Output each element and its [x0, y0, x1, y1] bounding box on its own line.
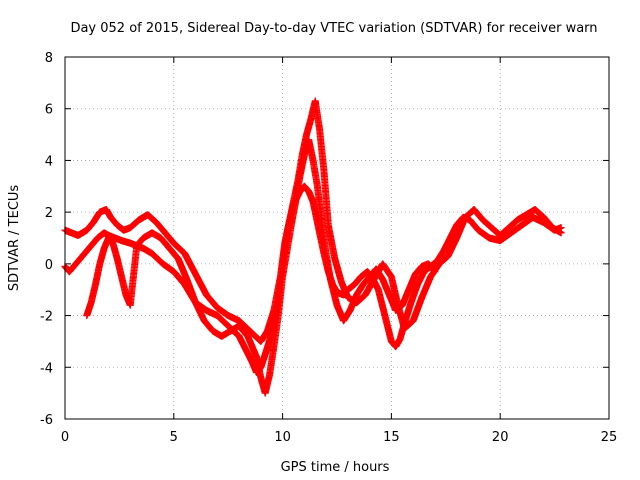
y-tick-label: -2 [40, 310, 53, 325]
data-point [557, 229, 565, 237]
tick-labels: 0 5 10 15 20 25 -6 -4 -2 0 2 4 6 8 [40, 51, 617, 445]
plot-frame [64, 56, 610, 420]
y-axis-label: SDTVAR / TECUs [7, 185, 22, 292]
x-tick-label: 20 [492, 430, 509, 445]
chart-title: Day 052 of 2015, Sidereal Day-to-day VTE… [70, 21, 597, 36]
data-points [61, 97, 565, 397]
x-axis-label: GPS time / hours [281, 460, 390, 475]
y-tick-label: 4 [45, 154, 53, 169]
x-tick-label: 15 [383, 430, 400, 445]
x-tick-label: 25 [601, 430, 618, 445]
y-tick-label: -6 [40, 413, 53, 428]
x-tick-label: 5 [170, 430, 178, 445]
data-point [431, 268, 439, 276]
y-tick-label: 6 [45, 103, 53, 118]
y-tick-label: -4 [40, 361, 53, 376]
y-tick-label: 0 [45, 258, 53, 273]
x-tick-label: 0 [61, 430, 69, 445]
y-tick-label: 8 [45, 51, 53, 66]
y-tick-label: 2 [45, 206, 53, 221]
x-tick-label: 10 [274, 430, 291, 445]
